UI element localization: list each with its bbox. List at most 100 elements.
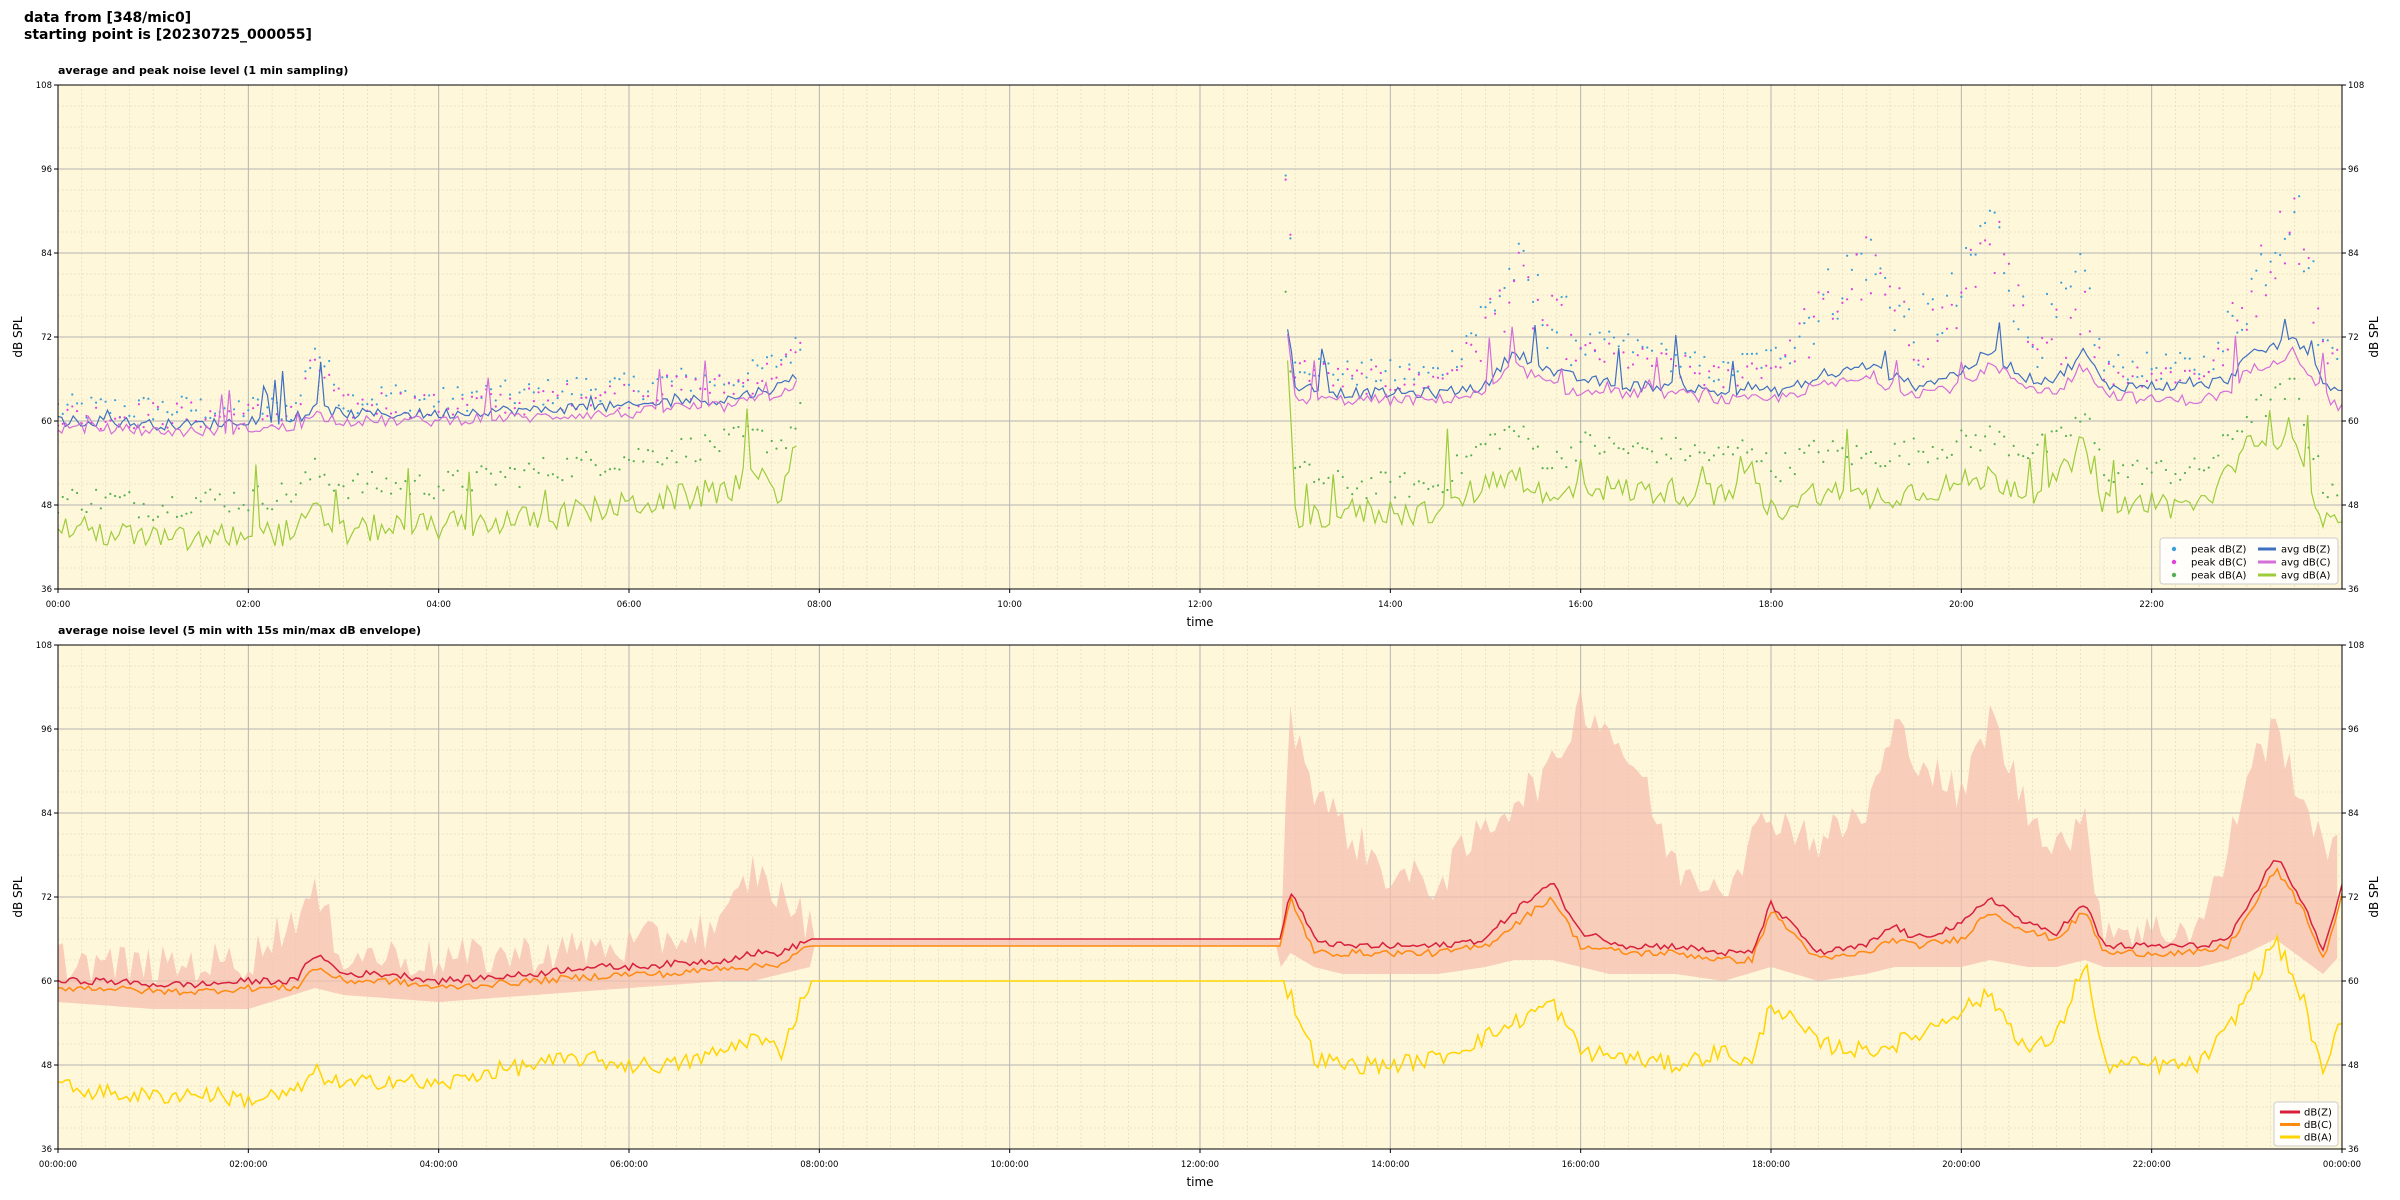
x-tick-label: 00:00:00 [2323,1160,2361,1170]
peak-db-c-point [1498,289,1501,292]
peak-db-a-point [1998,430,2001,433]
peak-db-z-point [489,388,493,391]
peak-db-a-point [271,508,274,511]
peak-db-a-point [1926,461,1930,464]
peak-db-c-point [1389,388,1392,391]
peak-db-c-point [2193,372,2196,375]
peak-db-a-point [251,489,255,492]
peak-db-c-point [2131,375,2134,378]
peak-db-c-point [1936,339,1939,342]
peak-db-a-point [304,471,307,474]
peak-db-c-point [85,414,88,418]
legend-label: dB(C) [2304,1120,2332,1131]
peak-db-a-point [1736,446,1739,449]
peak-db-a-point [2283,397,2286,401]
peak-db-a-point [1393,496,1397,499]
peak-db-c-point [1598,358,1601,361]
peak-db-z-point [1451,350,1454,353]
peak-db-a-point [1527,437,1530,440]
y-tick-label-right: 72 [2348,333,2359,343]
peak-db-z-point [1803,322,1806,325]
peak-db-z-point [1869,238,1873,241]
peak-db-z-point [1465,334,1468,338]
peak-db-z-point [1403,377,1406,380]
peak-db-a-point [2003,435,2006,438]
peak-db-a-point [1879,465,1882,468]
y-axis-label-left: dB SPL [11,316,25,358]
peak-db-z-point [1964,246,1968,250]
peak-db-z-point [646,390,650,393]
peak-db-c-point [751,392,754,395]
peak-db-z-point [542,403,545,406]
y-tick-label-right: 96 [2348,725,2359,735]
peak-db-c-point [2022,304,2025,307]
peak-db-c-point [1741,376,1744,379]
peak-db-a-point [1746,451,1749,454]
peak-db-a-point [780,439,783,442]
peak-db-z-point [1722,360,1725,364]
peak-db-a-point [489,472,493,475]
peak-db-z-point [765,356,769,359]
peak-db-z-point [2036,365,2039,369]
peak-db-z-point [1517,242,1520,245]
peak-db-c-point [356,402,359,405]
peak-db-z-point [2017,328,2020,331]
peak-db-a-point [1560,457,1563,460]
peak-db-a-point [1888,460,1892,463]
peak-db-c-point [489,392,493,396]
peak-db-c-point [2302,248,2306,251]
peak-db-a-point [1960,429,1963,432]
peak-db-c-point [1774,365,1777,368]
peak-db-z-point [1950,272,1953,275]
peak-db-c-point [1917,359,1920,362]
peak-db-a-point [761,429,764,432]
legend-marker [2171,559,2177,565]
peak-db-z-point [328,359,331,363]
peak-db-c-point [1603,360,1606,363]
peak-db-c-point [2031,343,2034,346]
x-tick-label: 08:00:00 [800,1160,838,1170]
peak-db-z-point [770,354,773,357]
peak-db-c-point [456,407,459,410]
peak-db-a-point [2122,464,2125,467]
peak-db-z-point [680,367,683,370]
peak-db-a-point [1669,457,1673,460]
peak-db-z-point [1879,267,1882,270]
peak-db-c-point [213,414,217,417]
peak-db-a-point [613,467,616,470]
peak-db-z-point [2302,270,2306,273]
peak-db-c-point [2093,356,2096,359]
peak-db-c-point [1793,360,1796,363]
peak-db-c-point [1460,365,1463,368]
peak-db-a-point [1508,425,1511,428]
peak-db-c-point [290,405,293,408]
peak-db-z-point [204,416,207,419]
peak-db-z-point [194,409,198,412]
peak-db-z-point [780,358,783,362]
peak-db-c-point [2293,197,2296,200]
peak-db-c-point [475,397,478,400]
peak-db-z-point [2083,269,2087,272]
peak-db-z-point [418,398,421,402]
legend-marker [2171,572,2177,578]
chart-legend: dB(Z)dB(C) dB(A) [2273,1101,2339,1147]
x-tick-label: 16:00 [1568,600,1593,610]
legend-label: peak dB(A) [2191,571,2247,582]
peak-db-c-point [1727,369,1730,372]
peak-db-z-point [2326,339,2329,342]
peak-db-a-point [299,482,302,485]
peak-db-a-point [1570,446,1573,449]
peak-db-a-point [589,458,593,461]
peak-db-c-point [304,377,307,380]
peak-db-a-point [527,462,531,465]
peak-db-c-point [466,403,469,406]
peak-db-c-point [2055,308,2058,311]
peak-db-z-point [1617,345,1620,348]
peak-db-z-point [180,395,183,398]
peak-db-z-point [594,388,597,391]
y-tick-label-left: 48 [41,1061,52,1071]
peak-db-a-point [261,502,264,505]
peak-db-c-point [604,391,607,394]
peak-db-z-point [775,365,778,368]
peak-db-c-point [66,408,69,411]
